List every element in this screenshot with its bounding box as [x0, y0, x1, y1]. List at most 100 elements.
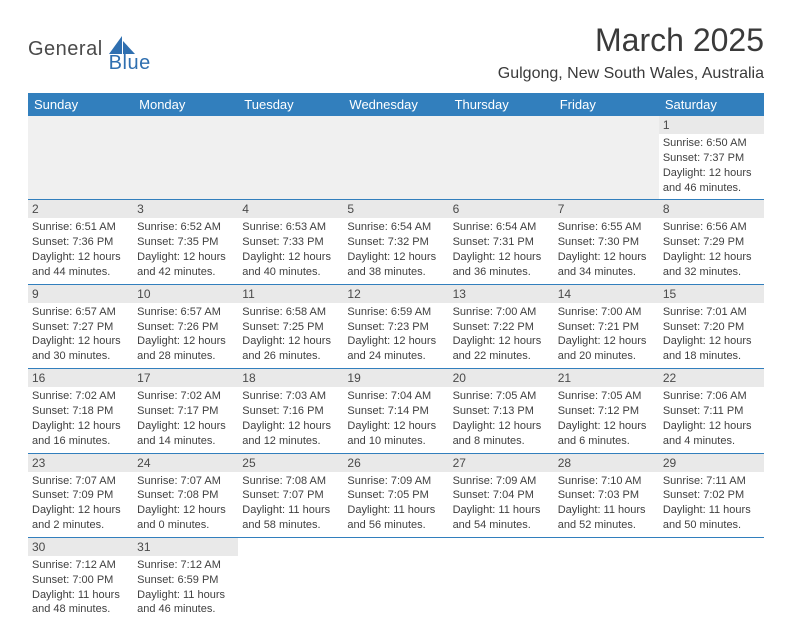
day-info-line: Sunrise: 6:56 AM	[663, 220, 760, 235]
calendar-day-cell: 22Sunrise: 7:06 AMSunset: 7:11 PMDayligh…	[659, 369, 764, 453]
day-number: 10	[133, 285, 238, 303]
day-number: 14	[554, 285, 659, 303]
day-info-line: Sunrise: 6:54 AM	[453, 220, 550, 235]
day-info: Sunrise: 7:03 AMSunset: 7:16 PMDaylight:…	[238, 387, 343, 452]
calendar-day-cell: 20Sunrise: 7:05 AMSunset: 7:13 PMDayligh…	[449, 369, 554, 453]
day-info: Sunrise: 7:01 AMSunset: 7:20 PMDaylight:…	[659, 303, 764, 368]
day-info-line: Sunrise: 6:59 AM	[347, 305, 444, 320]
day-info-line: Sunset: 7:11 PM	[663, 404, 760, 419]
day-info-line: Sunrise: 7:10 AM	[558, 474, 655, 489]
day-info-line: Sunrise: 7:09 AM	[453, 474, 550, 489]
day-info-line: Sunset: 7:23 PM	[347, 320, 444, 335]
day-info: Sunrise: 7:07 AMSunset: 7:09 PMDaylight:…	[28, 472, 133, 537]
day-number: 17	[133, 369, 238, 387]
day-info: Sunrise: 7:08 AMSunset: 7:07 PMDaylight:…	[238, 472, 343, 537]
day-info-line: Daylight: 11 hours	[558, 503, 655, 518]
day-info: Sunrise: 6:50 AMSunset: 7:37 PMDaylight:…	[659, 134, 764, 199]
blank-band	[343, 116, 448, 134]
blank-filler	[238, 134, 343, 188]
day-info: Sunrise: 7:05 AMSunset: 7:13 PMDaylight:…	[449, 387, 554, 452]
day-info: Sunrise: 7:12 AMSunset: 6:59 PMDaylight:…	[133, 556, 238, 621]
day-number: 6	[449, 200, 554, 218]
day-info-line: Sunrise: 6:58 AM	[242, 305, 339, 320]
day-number: 11	[238, 285, 343, 303]
day-number: 20	[449, 369, 554, 387]
month-title: March 2025	[498, 22, 764, 59]
day-info-line: and 24 minutes.	[347, 349, 444, 364]
calendar-day-cell: 10Sunrise: 6:57 AMSunset: 7:26 PMDayligh…	[133, 284, 238, 368]
calendar-day-cell: 15Sunrise: 7:01 AMSunset: 7:20 PMDayligh…	[659, 284, 764, 368]
day-header: Saturday	[659, 93, 764, 116]
calendar-day-cell: 23Sunrise: 7:07 AMSunset: 7:09 PMDayligh…	[28, 453, 133, 537]
day-info-line: Sunrise: 6:54 AM	[347, 220, 444, 235]
calendar-day-cell: 9Sunrise: 6:57 AMSunset: 7:27 PMDaylight…	[28, 284, 133, 368]
day-number: 9	[28, 285, 133, 303]
day-info-line: Daylight: 12 hours	[558, 250, 655, 265]
blank-band	[133, 116, 238, 134]
day-info-line: and 42 minutes.	[137, 265, 234, 280]
calendar-blank-cell	[659, 537, 764, 621]
day-info-line: Sunset: 7:02 PM	[663, 488, 760, 503]
day-info-line: Sunset: 7:27 PM	[32, 320, 129, 335]
day-info-line: and 2 minutes.	[32, 518, 129, 533]
day-info-line: Sunset: 7:08 PM	[137, 488, 234, 503]
day-info-line: Sunrise: 7:11 AM	[663, 474, 760, 489]
day-info-line: Sunset: 7:05 PM	[347, 488, 444, 503]
day-number: 27	[449, 454, 554, 472]
day-info-line: Sunset: 7:20 PM	[663, 320, 760, 335]
calendar-blank-cell	[238, 116, 343, 200]
day-header: Friday	[554, 93, 659, 116]
calendar-blank-cell	[449, 537, 554, 621]
day-info-line: Daylight: 12 hours	[137, 503, 234, 518]
day-info-line: Sunset: 7:33 PM	[242, 235, 339, 250]
day-info: Sunrise: 6:57 AMSunset: 7:26 PMDaylight:…	[133, 303, 238, 368]
day-number: 24	[133, 454, 238, 472]
day-info-line: Sunrise: 7:09 AM	[347, 474, 444, 489]
day-number: 30	[28, 538, 133, 556]
calendar-day-cell: 26Sunrise: 7:09 AMSunset: 7:05 PMDayligh…	[343, 453, 448, 537]
day-info-line: Sunrise: 7:02 AM	[137, 389, 234, 404]
day-info-line: and 34 minutes.	[558, 265, 655, 280]
calendar-day-cell: 30Sunrise: 7:12 AMSunset: 7:00 PMDayligh…	[28, 537, 133, 621]
day-info-line: and 22 minutes.	[453, 349, 550, 364]
day-info-line: Daylight: 12 hours	[453, 250, 550, 265]
day-info-line: Daylight: 11 hours	[453, 503, 550, 518]
calendar-day-cell: 13Sunrise: 7:00 AMSunset: 7:22 PMDayligh…	[449, 284, 554, 368]
day-info-line: Sunrise: 6:55 AM	[558, 220, 655, 235]
day-info-line: Daylight: 12 hours	[347, 419, 444, 434]
day-info-line: Sunset: 7:12 PM	[558, 404, 655, 419]
calendar-day-cell: 3Sunrise: 6:52 AMSunset: 7:35 PMDaylight…	[133, 200, 238, 284]
blank-band	[554, 116, 659, 134]
day-info: Sunrise: 6:55 AMSunset: 7:30 PMDaylight:…	[554, 218, 659, 283]
day-info-line: Sunset: 7:31 PM	[453, 235, 550, 250]
day-info-line: and 52 minutes.	[558, 518, 655, 533]
day-info-line: and 10 minutes.	[347, 434, 444, 449]
calendar-week: 2Sunrise: 6:51 AMSunset: 7:36 PMDaylight…	[28, 200, 764, 284]
day-info-line: Daylight: 12 hours	[137, 334, 234, 349]
day-number: 1	[659, 116, 764, 134]
day-info-line: and 36 minutes.	[453, 265, 550, 280]
day-info-line: and 54 minutes.	[453, 518, 550, 533]
day-info-line: Sunset: 7:32 PM	[347, 235, 444, 250]
day-number: 22	[659, 369, 764, 387]
day-info-line: Daylight: 12 hours	[663, 419, 760, 434]
header: General Blue March 2025 Gulgong, New Sou…	[28, 22, 764, 83]
logo-text-general: General	[28, 38, 103, 61]
calendar-page: General Blue March 2025 Gulgong, New Sou…	[0, 0, 792, 612]
day-number: 4	[238, 200, 343, 218]
blank-band	[449, 116, 554, 134]
day-info-line: Sunset: 6:59 PM	[137, 573, 234, 588]
day-number: 5	[343, 200, 448, 218]
day-info-line: Sunrise: 7:00 AM	[558, 305, 655, 320]
calendar-week: 16Sunrise: 7:02 AMSunset: 7:18 PMDayligh…	[28, 369, 764, 453]
blank-filler	[554, 134, 659, 188]
day-info-line: Daylight: 11 hours	[32, 588, 129, 603]
day-number: 29	[659, 454, 764, 472]
day-number: 19	[343, 369, 448, 387]
day-info-line: and 18 minutes.	[663, 349, 760, 364]
day-info-line: Sunset: 7:00 PM	[32, 573, 129, 588]
day-info-line: and 50 minutes.	[663, 518, 760, 533]
day-info-line: Daylight: 11 hours	[663, 503, 760, 518]
day-info-line: Sunset: 7:25 PM	[242, 320, 339, 335]
day-info-line: Sunrise: 6:50 AM	[663, 136, 760, 151]
